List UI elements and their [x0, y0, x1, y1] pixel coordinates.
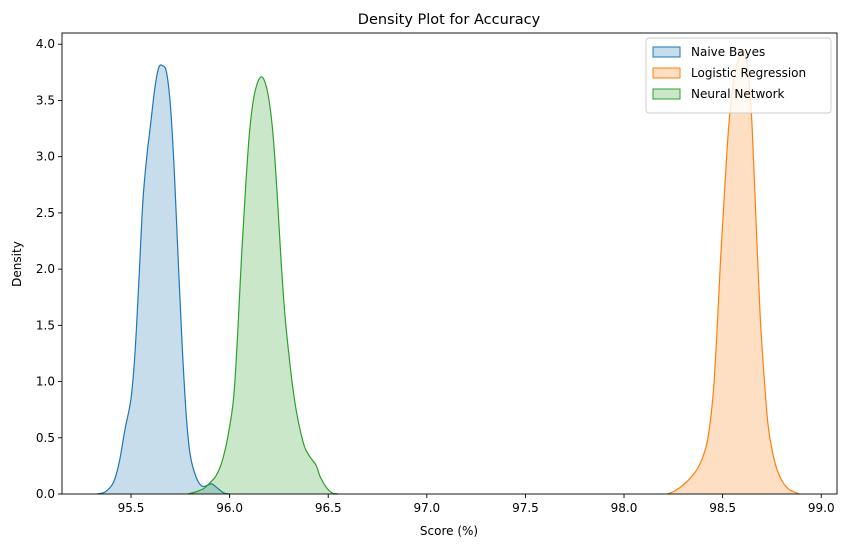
x-tick-label: 98.0 — [611, 501, 638, 515]
x-tick-label: 98.5 — [709, 501, 736, 515]
legend-swatch-neural-network — [652, 88, 681, 100]
legend-label-neural-network: Neural Network — [691, 87, 785, 101]
chart-title: Density Plot for Accuracy — [358, 12, 541, 28]
density-line-neural-network — [188, 76, 339, 495]
x-tick-label: 97.5 — [512, 501, 539, 515]
legend-label-logistic-regression: Logistic Regression — [691, 66, 806, 80]
legend-swatch-logistic-regression — [652, 67, 681, 79]
density-area-naive-bayes — [97, 64, 230, 494]
y-tick-label: 0.5 — [36, 431, 55, 445]
density-line-naive-bayes — [97, 64, 230, 495]
y-tick-label: 1.5 — [36, 318, 55, 332]
x-axis-label: Score (%) — [420, 524, 478, 538]
x-tick-label: 99.0 — [808, 501, 835, 515]
y-tick-label: 3.5 — [36, 93, 55, 107]
x-tick-label: 96.0 — [216, 501, 243, 515]
legend: Naive Bayes Logistic Regression Neural Net… — [645, 37, 832, 114]
x-tick-label: 97.0 — [413, 501, 440, 515]
y-tick-label: 2.5 — [36, 206, 55, 220]
y-tick-label: 1.0 — [36, 375, 55, 389]
series-layer — [97, 51, 800, 495]
y-tick-label: 4.0 — [36, 37, 55, 51]
y-tick-label: 0.0 — [36, 487, 55, 501]
plot-frame — [61, 32, 838, 495]
density-area-neural-network — [188, 76, 339, 494]
legend-label-naive-bayes: Naive Bayes — [691, 45, 765, 59]
y-tick-label: 3.0 — [36, 150, 55, 164]
legend-box — [645, 37, 832, 114]
x-tick-label: 95.5 — [118, 501, 145, 515]
legend-swatch-naive-bayes — [652, 46, 681, 58]
x-axis: 95.5 96.0 96.5 97.0 97.5 98.0 98.5 99.0 — [118, 494, 835, 515]
y-tick-label: 2.0 — [36, 262, 55, 276]
y-axis: 0.0 0.5 1.0 1.5 2.0 2.5 3.0 3.5 4.0 — [36, 37, 62, 501]
x-tick-label: 96.5 — [315, 501, 342, 515]
y-axis-label: Density — [10, 241, 24, 287]
density-area-logistic-regression — [667, 52, 800, 495]
